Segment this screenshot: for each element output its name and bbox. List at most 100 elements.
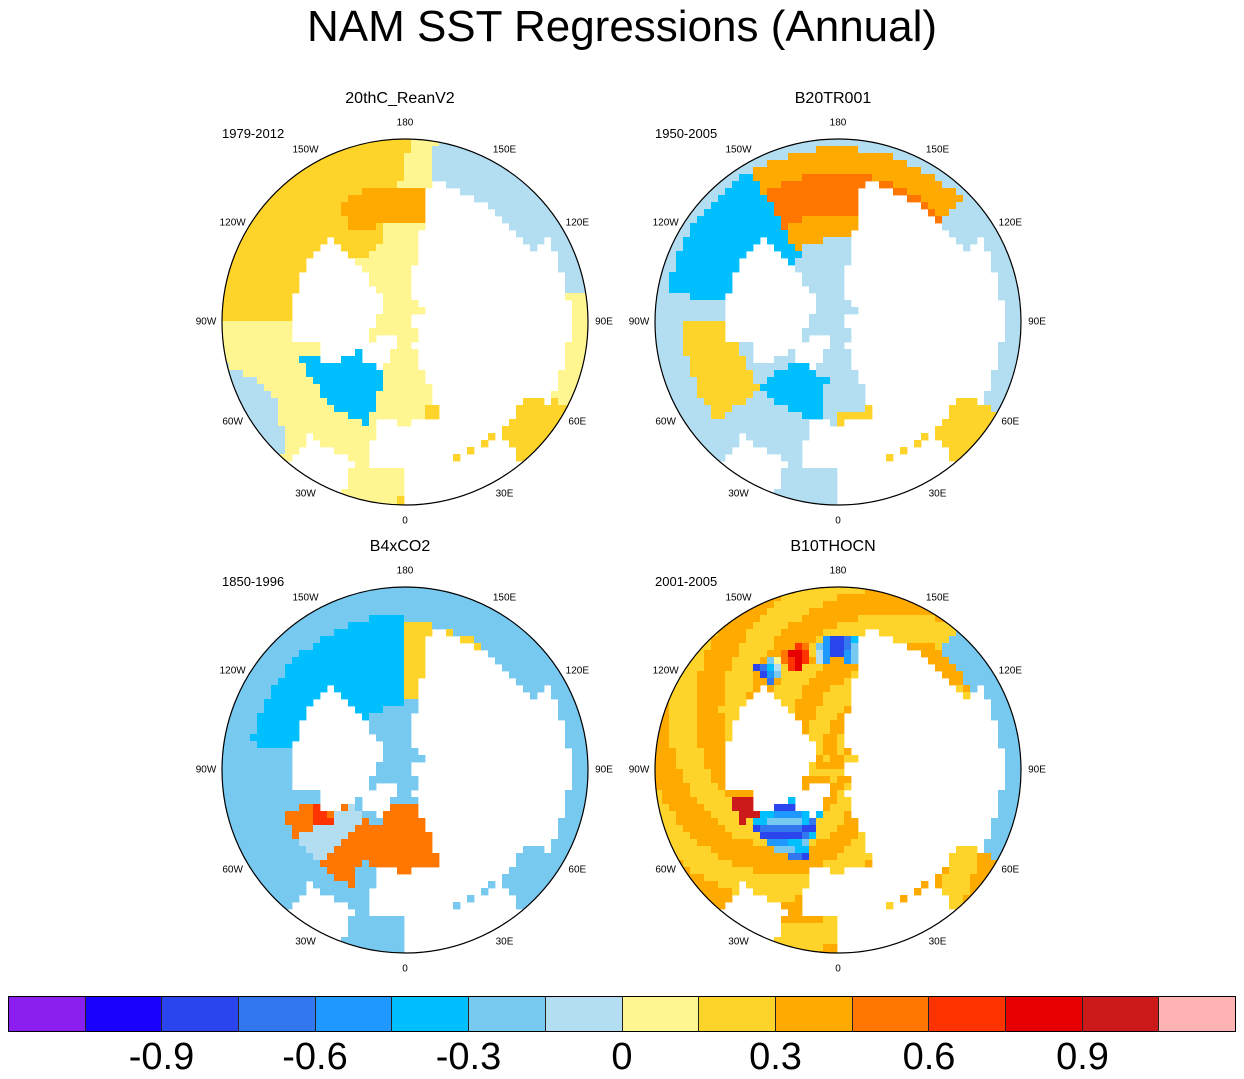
field-cell xyxy=(565,790,573,798)
field-cell xyxy=(320,832,328,840)
field-cell xyxy=(949,412,957,420)
field-cell xyxy=(865,860,873,868)
field-cell xyxy=(264,755,272,763)
field-cell xyxy=(893,174,901,182)
field-cell xyxy=(320,391,328,399)
field-cell xyxy=(921,643,929,651)
field-cell xyxy=(830,916,838,924)
field-cell xyxy=(781,209,789,217)
field-cell xyxy=(334,153,342,161)
field-cell xyxy=(704,678,712,686)
field-cell xyxy=(390,797,398,805)
field-cell xyxy=(362,202,370,210)
field-cell xyxy=(767,895,775,903)
field-cell xyxy=(446,160,454,168)
field-cell xyxy=(397,776,405,784)
field-cell xyxy=(725,825,733,833)
field-cell xyxy=(732,181,740,189)
field-cell xyxy=(851,139,859,147)
field-cell xyxy=(760,384,768,392)
field-cell xyxy=(956,685,964,693)
field-cell xyxy=(334,237,342,245)
field-cell xyxy=(362,629,370,637)
field-cell xyxy=(844,839,852,847)
field-cell xyxy=(264,349,272,357)
field-cell xyxy=(711,671,719,679)
field-cell xyxy=(453,608,461,616)
field-cell xyxy=(676,342,684,350)
field-cell xyxy=(376,181,384,189)
field-cell xyxy=(739,230,747,238)
field-cell xyxy=(257,783,265,791)
field-cell xyxy=(802,930,810,938)
field-cell xyxy=(816,286,824,294)
field-cell xyxy=(418,216,426,224)
field-cell xyxy=(942,629,950,637)
field-cell xyxy=(418,664,426,672)
field-cell xyxy=(383,650,391,658)
field-cell xyxy=(397,853,405,861)
field-cell xyxy=(711,776,719,784)
field-cell xyxy=(355,615,363,623)
field-cell xyxy=(572,335,580,343)
field-cell xyxy=(313,860,321,868)
field-cell xyxy=(243,790,251,798)
field-cell xyxy=(467,629,475,637)
field-cell xyxy=(390,636,398,644)
field-cell xyxy=(565,797,573,805)
field-cell xyxy=(774,174,782,182)
field-cell xyxy=(718,230,726,238)
field-cell xyxy=(1012,279,1020,287)
field-cell xyxy=(991,685,999,693)
field-cell xyxy=(383,475,391,483)
field-cell xyxy=(250,328,258,336)
field-cell xyxy=(460,608,468,616)
field-cell xyxy=(837,706,845,714)
field-cell xyxy=(516,888,524,896)
field-cell xyxy=(390,356,398,364)
field-cell xyxy=(760,888,768,896)
field-cell xyxy=(572,734,580,742)
field-cell xyxy=(718,692,726,700)
field-cell xyxy=(830,713,838,721)
field-cell xyxy=(956,636,964,644)
field-cell xyxy=(991,692,999,700)
field-cell xyxy=(690,216,698,224)
field-cell xyxy=(264,265,272,273)
field-cell xyxy=(704,405,712,413)
field-cell xyxy=(348,370,356,378)
field-cell xyxy=(348,601,356,609)
field-cell xyxy=(327,622,335,630)
field-cell xyxy=(264,314,272,322)
field-cell xyxy=(355,797,363,805)
field-cell xyxy=(781,636,789,644)
field-cell xyxy=(369,496,377,504)
field-cell xyxy=(788,349,796,357)
field-cell xyxy=(963,643,971,651)
field-cell xyxy=(250,678,258,686)
field-cell xyxy=(236,832,244,840)
field-cell xyxy=(586,776,588,784)
field-cell xyxy=(683,818,691,826)
field-cell xyxy=(222,300,230,308)
field-cell xyxy=(704,265,712,273)
field-cell xyxy=(725,265,733,273)
field-cell xyxy=(299,412,307,420)
field-cell xyxy=(725,426,733,434)
field-cell xyxy=(313,405,321,413)
field-cell xyxy=(886,594,894,602)
field-cell xyxy=(949,650,957,658)
field-cell xyxy=(942,867,950,875)
field-cell xyxy=(865,153,873,161)
field-cell xyxy=(830,804,838,812)
field-cell xyxy=(446,594,454,602)
field-cell xyxy=(711,748,719,756)
field-cell xyxy=(697,769,705,777)
field-cell xyxy=(949,195,957,203)
field-cell xyxy=(991,832,999,840)
field-cell xyxy=(809,188,817,196)
field-cell xyxy=(711,230,719,238)
field-cell xyxy=(697,293,705,301)
field-cell xyxy=(243,370,251,378)
field-cell xyxy=(264,790,272,798)
